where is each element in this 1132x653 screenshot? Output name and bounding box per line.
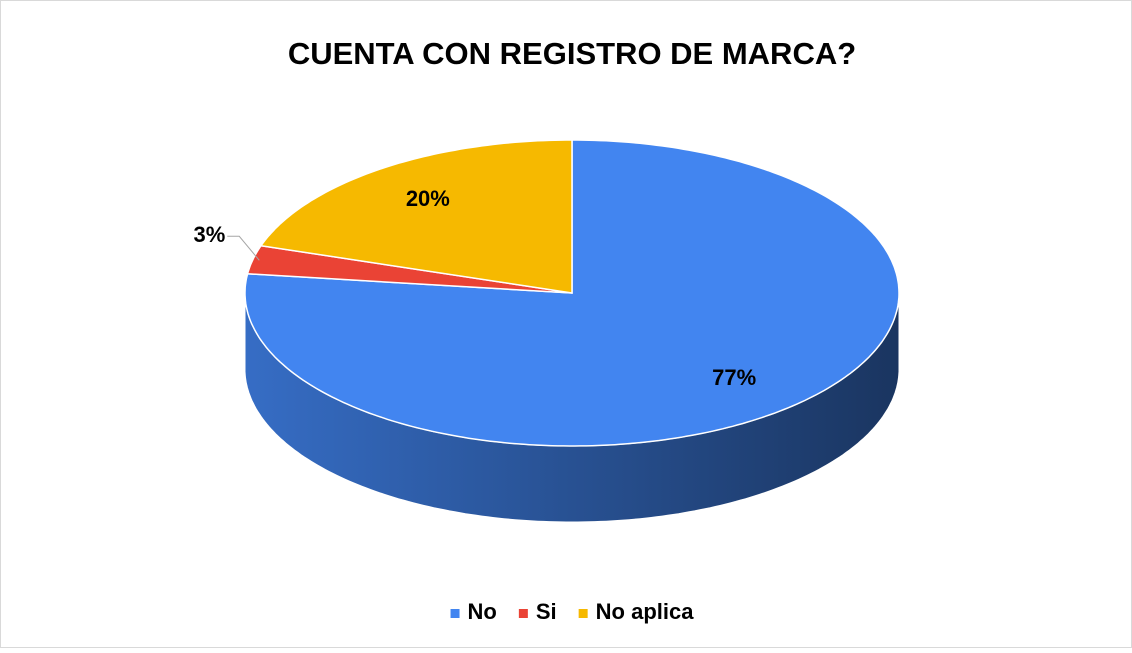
data-label: 3% bbox=[193, 222, 225, 247]
legend-swatch bbox=[578, 609, 588, 618]
pie-slice bbox=[259, 139, 573, 294]
leader-line bbox=[227, 235, 260, 261]
data-label: 20% bbox=[406, 186, 450, 211]
legend-label: Si bbox=[536, 599, 557, 624]
legend-label: No aplica bbox=[596, 599, 695, 624]
legend-swatch bbox=[518, 609, 528, 618]
legend: No Si No aplica bbox=[450, 599, 695, 624]
data-label: 77% bbox=[712, 365, 756, 390]
chart-title: CUENTA CON REGISTRO DE MARCA? bbox=[288, 36, 856, 71]
legend-label: No bbox=[468, 599, 497, 624]
legend-swatch bbox=[450, 609, 460, 618]
